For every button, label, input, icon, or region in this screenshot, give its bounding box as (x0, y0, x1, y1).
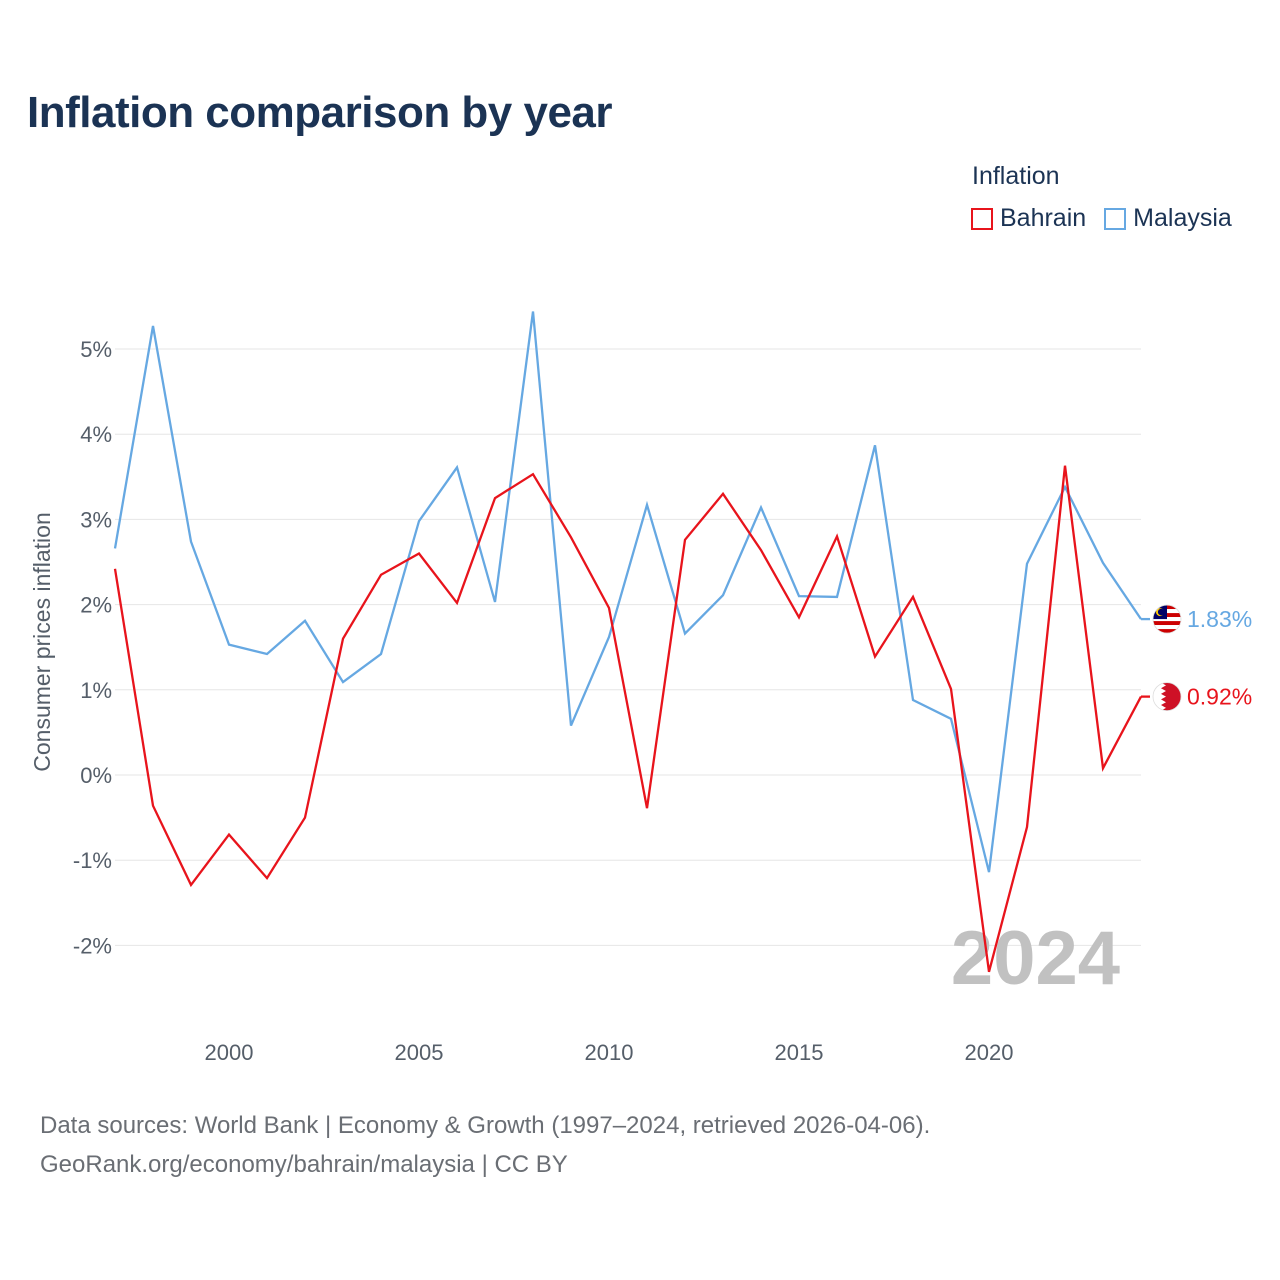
footer-link[interactable]: GeoRank.org/economy/bahrain/malaysia | C… (40, 1151, 568, 1178)
x-tick-label: 2005 (395, 1040, 444, 1065)
y-tick-label: -2% (73, 933, 112, 958)
series-lines (113, 311, 1143, 973)
legend-swatch-malaysia (1104, 207, 1127, 230)
bahrain-flag-icon (1152, 682, 1182, 712)
y-axis-label: Consumer prices inflation (29, 512, 55, 772)
x-tick-label: 2010 (585, 1040, 634, 1065)
end-label-bahrain: 0.92% (1187, 684, 1252, 710)
legend-item-malaysia[interactable]: Malaysia (1104, 204, 1232, 233)
y-axis-ticks: 5% 4% 3% 2% 1% 0% -1% -2% (73, 337, 112, 958)
y-tick-label: 3% (80, 507, 112, 532)
y-tick-label: 4% (80, 422, 112, 447)
x-axis-ticks: 2000 2005 2010 2015 2020 (205, 1040, 1014, 1065)
y-tick-label: 0% (80, 763, 112, 788)
x-tick-label: 2015 (775, 1040, 824, 1065)
legend: Bahrain Malaysia (971, 204, 1250, 233)
y-tick-label: 5% (80, 337, 112, 362)
y-tick-label: 2% (80, 593, 112, 618)
end-label-malaysia: 1.83% (1187, 606, 1252, 632)
chart-title: Inflation comparison by year (27, 88, 613, 137)
series-line-malaysia[interactable] (113, 311, 1142, 873)
footer: Data sources: World Bank | Economy & Gro… (40, 1106, 930, 1184)
y-tick-label: 1% (80, 678, 112, 703)
legend-title: Inflation (972, 162, 1060, 190)
x-tick-label: 2020 (965, 1040, 1014, 1065)
footer-source: Data sources: World Bank | Economy & Gro… (40, 1112, 931, 1139)
legend-item-bahrain[interactable]: Bahrain (971, 204, 1086, 233)
malaysia-flag-icon (1152, 604, 1182, 634)
legend-label-malaysia: Malaysia (1133, 204, 1232, 232)
y-tick-label: -1% (73, 848, 112, 873)
legend-label-bahrain: Bahrain (1000, 204, 1087, 232)
x-tick-label: 2000 (205, 1040, 254, 1065)
gridlines (115, 348, 1141, 946)
end-markers: 1.83% 0.92% (1141, 604, 1252, 712)
year-watermark: 2024 (951, 916, 1120, 1001)
series-line-bahrain[interactable] (113, 465, 1143, 973)
legend-swatch-bahrain (971, 207, 993, 230)
